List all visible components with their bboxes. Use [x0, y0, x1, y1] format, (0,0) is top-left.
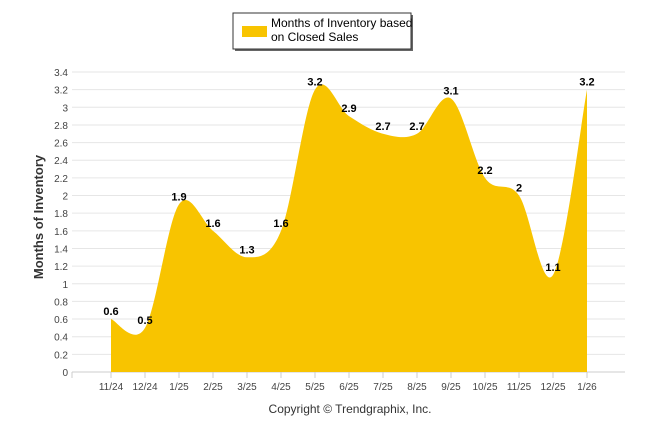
legend-label-line2: on Closed Sales — [271, 30, 358, 44]
y-tick-label: 0.8 — [54, 297, 68, 308]
y-axis-title: Months of Inventory — [31, 154, 46, 279]
y-tick-label: 1.8 — [54, 209, 68, 220]
data-label: 1.3 — [239, 244, 254, 256]
x-tick-label: 12/24 — [132, 382, 157, 393]
y-tick-label: 1.2 — [54, 262, 68, 273]
y-tick-label: 2 — [62, 192, 68, 203]
legend: Months of Inventory based on Closed Sale… — [232, 12, 413, 51]
data-label: 3.1 — [443, 85, 458, 97]
y-tick-label: 3.2 — [54, 86, 68, 97]
y-tick-label: 3.4 — [54, 68, 68, 79]
y-tick-label: 1.4 — [54, 244, 68, 255]
footer-copyright: Copyright © Trendgraphix, Inc. — [269, 402, 432, 416]
data-label: 2.2 — [477, 165, 492, 177]
y-tick-label: 2.4 — [54, 156, 68, 167]
legend-swatch — [242, 26, 267, 37]
data-label: 1.9 — [171, 191, 186, 203]
data-label: 1.6 — [273, 218, 288, 230]
data-label: 1.1 — [545, 262, 560, 274]
legend-label-line1: Months of Inventory based — [271, 16, 412, 30]
y-tick-label: 0.4 — [54, 333, 68, 344]
y-tick-label: 1 — [62, 280, 68, 291]
x-tick-label: 3/25 — [237, 382, 257, 393]
data-label: 3.2 — [307, 77, 322, 89]
data-label: 0.6 — [103, 306, 118, 318]
x-tick-label: 9/25 — [441, 382, 461, 393]
data-label: 2.7 — [375, 121, 390, 133]
y-tick-label: 2.6 — [54, 139, 68, 150]
data-label: 3.2 — [579, 77, 594, 89]
x-tick-label: 4/25 — [271, 382, 291, 393]
y-tick-label: 2.2 — [54, 174, 68, 185]
data-label: 2 — [516, 183, 522, 195]
x-tick-label: 11/25 — [507, 382, 532, 393]
x-tick-label: 2/25 — [203, 382, 223, 393]
x-tick-label: 5/25 — [305, 382, 325, 393]
y-tick-label: 1.6 — [54, 227, 68, 238]
x-tick-label: 11/24 — [99, 382, 124, 393]
x-tick-label: 1/26 — [577, 382, 597, 393]
y-tick-label: 3 — [62, 103, 68, 114]
x-tick-label: 8/25 — [407, 382, 427, 393]
data-label: 1.6 — [205, 218, 220, 230]
y-tick-label: 0 — [62, 368, 68, 379]
x-tick-label: 6/25 — [339, 382, 359, 393]
area-series — [111, 84, 587, 372]
x-tick-label: 10/25 — [472, 382, 497, 393]
y-tick-label: 0.6 — [54, 315, 68, 326]
y-tick-label: 0.2 — [54, 350, 68, 361]
x-tick-label: 1/25 — [169, 382, 189, 393]
y-tick-label: 2.8 — [54, 121, 68, 132]
data-label: 2.7 — [409, 121, 424, 133]
data-label: 0.5 — [137, 315, 152, 327]
data-label: 2.9 — [341, 103, 356, 115]
x-tick-label: 12/25 — [540, 382, 565, 393]
x-tick-label: 7/25 — [373, 382, 393, 393]
